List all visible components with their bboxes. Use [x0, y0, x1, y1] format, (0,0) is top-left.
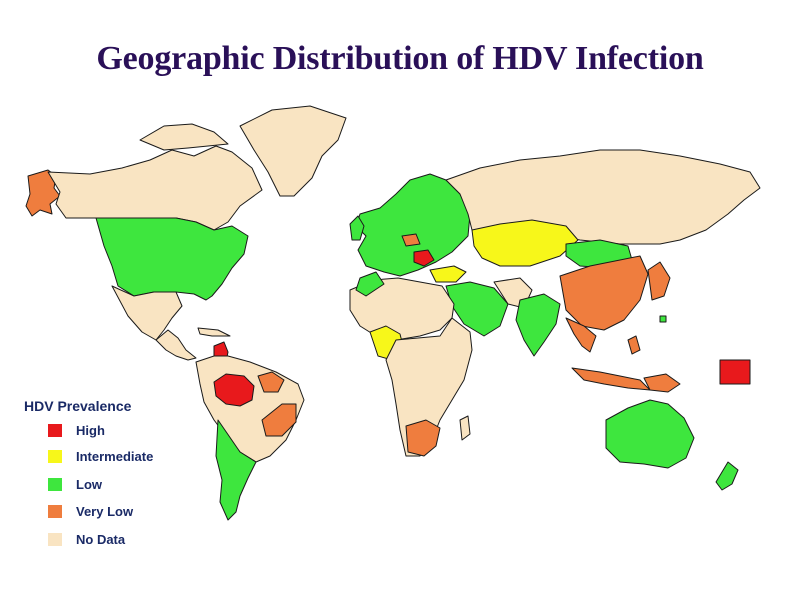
legend: HDV Prevalence High Intermediate Low Ver…: [24, 398, 204, 558]
legend-swatch-intermediate: [48, 449, 62, 463]
region-new-guinea: [643, 373, 681, 393]
region-caribbean: [197, 327, 231, 337]
legend-label-intermediate: Intermediate: [76, 448, 154, 464]
legend-item-intermediate: Intermediate: [48, 448, 153, 464]
legend-swatch-no-data: [48, 532, 62, 546]
region-philippines: [627, 335, 641, 355]
legend-item-high: High: [48, 422, 105, 438]
legend-swatch-very-low: [48, 504, 62, 518]
region-eastern-europe-very-low: [401, 233, 421, 247]
legend-label-very-low: Very Low: [76, 503, 134, 519]
region-eastern-europe-high: [413, 249, 435, 267]
region-australia: [605, 399, 695, 469]
region-indonesia: [571, 367, 651, 391]
region-korea-japan: [647, 261, 671, 301]
region-middle-east: [445, 281, 509, 337]
region-north-africa: [349, 277, 455, 341]
region-southern-africa: [405, 419, 441, 457]
legend-label-no-data: No Data: [76, 531, 126, 547]
region-turkey: [429, 265, 467, 283]
region-canadian-arctic: [139, 123, 229, 151]
map-title: Geographic Distribution of HDV Infection: [96, 40, 704, 77]
region-morocco: [355, 271, 385, 297]
region-india: [515, 293, 561, 357]
legend-label-low: Low: [76, 476, 102, 492]
region-kazakhstan: [471, 219, 579, 267]
legend-item-low: Low: [48, 476, 102, 492]
region-southern-south-america: [215, 419, 257, 521]
region-southeast-asia: [565, 317, 597, 353]
region-europe: [355, 173, 471, 277]
legend-item-very-low: Very Low: [48, 503, 133, 519]
region-mexico: [111, 285, 183, 341]
region-canada: [47, 145, 263, 231]
region-china: [559, 255, 649, 331]
region-pacific-islands-low: [659, 315, 667, 323]
legend-label-high: High: [76, 422, 105, 438]
region-pacific-islands: [719, 359, 751, 385]
region-uk: [349, 215, 365, 241]
region-central-america: [155, 329, 197, 361]
region-united-states: [95, 217, 249, 301]
legend-title: HDV Prevalence: [24, 398, 132, 414]
legend-swatch-low: [48, 477, 62, 491]
region-new-zealand: [715, 461, 739, 491]
legend-item-no-data: No Data: [48, 531, 125, 547]
region-amazon-basin: [213, 373, 255, 407]
region-madagascar: [459, 415, 471, 441]
legend-swatch-high: [48, 423, 62, 437]
region-southeast-brazil: [261, 403, 297, 437]
region-northeast-brazil: [257, 371, 285, 393]
region-greenland: [239, 105, 347, 197]
